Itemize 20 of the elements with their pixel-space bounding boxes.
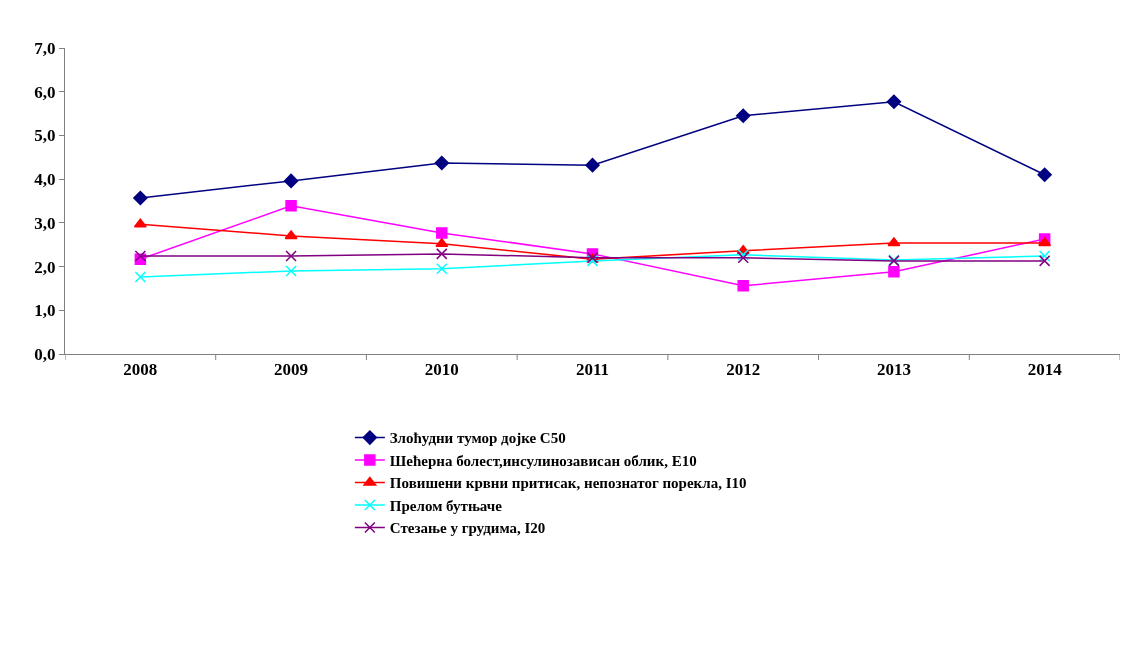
x-tick-label: 2014 bbox=[1027, 360, 1063, 380]
x-tick-label: 2011 bbox=[575, 360, 610, 380]
y-tick-label: 0,0 bbox=[34, 344, 56, 364]
legend-label: Шећерна болест,инсулинозависан облик, Е10 bbox=[389, 452, 697, 469]
x-tick-label: 2010 bbox=[424, 360, 459, 380]
legend-label: Прелом бутњаче bbox=[389, 497, 503, 514]
x-tick-label: 2013 bbox=[876, 360, 911, 380]
y-tick-label: 5,0 bbox=[34, 126, 56, 146]
y-tick-label: 3,0 bbox=[34, 213, 56, 233]
y-tick-label: 1,0 bbox=[34, 301, 56, 321]
legend-label: Стезање у грудима, I20 bbox=[389, 520, 546, 537]
y-tick-label: 7,0 bbox=[34, 38, 56, 58]
x-tick-label: 2008 bbox=[123, 360, 158, 380]
x-tick-label: 2009 bbox=[274, 360, 309, 380]
y-tick-label: 2,0 bbox=[34, 257, 56, 277]
legend-label: Злоћудни тумор дојке C50 bbox=[389, 430, 566, 447]
y-tick-label: 6,0 bbox=[34, 82, 56, 102]
legend-label: Повишени крвни притисак, непознатог порекла, I10 bbox=[389, 475, 747, 492]
y-tick-label: 4,0 bbox=[34, 170, 56, 190]
x-tick-label: 2012 bbox=[726, 360, 761, 380]
